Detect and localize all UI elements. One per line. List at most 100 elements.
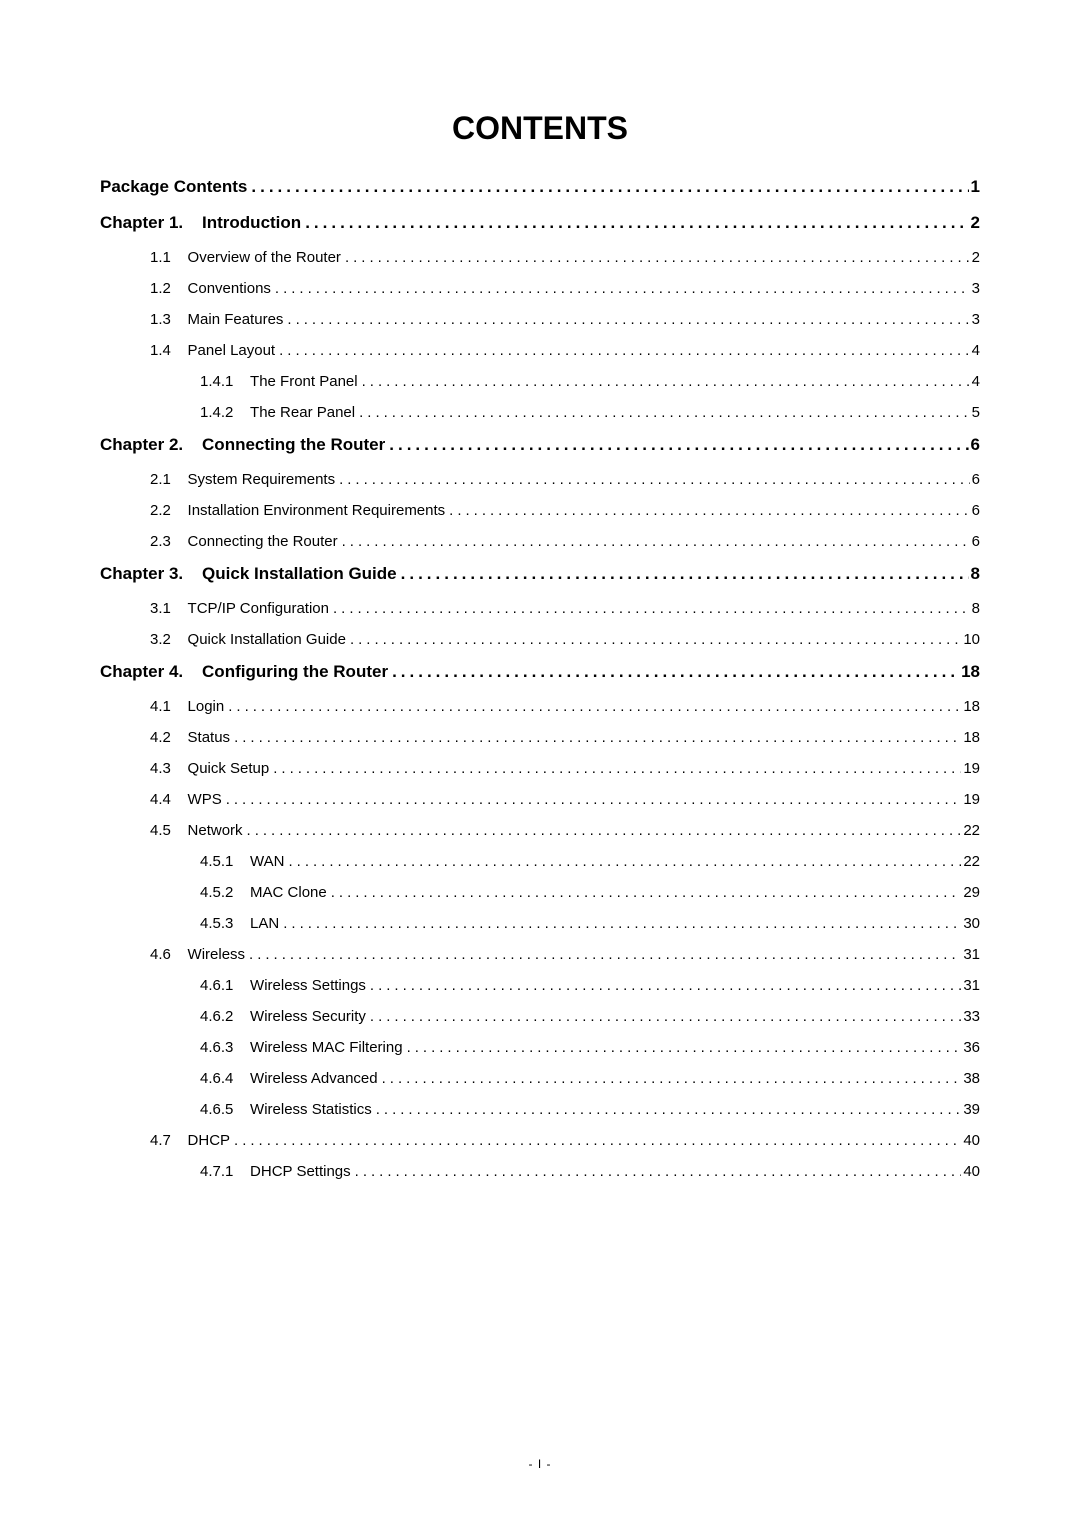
- toc-leader: ........................................…: [222, 791, 962, 808]
- toc-entry[interactable]: 4.5.3 LAN...............................…: [100, 915, 980, 932]
- toc-entry-number: 4.6.4: [200, 1070, 250, 1087]
- toc-leader: ........................................…: [279, 915, 961, 932]
- toc-entry[interactable]: 4.4 WPS.................................…: [100, 791, 980, 808]
- toc-leader: ........................................…: [341, 249, 970, 266]
- toc-entry[interactable]: 1.4.2 The Rear Panel....................…: [100, 404, 980, 421]
- toc-entry[interactable]: 1.3 Main Features.......................…: [100, 311, 980, 328]
- toc-entry-page: 30: [963, 915, 980, 932]
- toc-entry-label: Package Contents: [100, 177, 247, 197]
- toc-entry[interactable]: 2.2 Installation Environment Requirement…: [100, 502, 980, 519]
- toc-entry-number: 1.4.1: [200, 373, 250, 390]
- toc-entry-label: WAN: [250, 853, 284, 870]
- toc-entry-number: 4.6.1: [200, 977, 250, 994]
- toc-entry[interactable]: 4.5 Network.............................…: [100, 822, 980, 839]
- toc-entry-label: Wireless Advanced: [250, 1070, 378, 1087]
- toc-entry-number: 4.1: [150, 698, 188, 715]
- toc-entry-page: 36: [963, 1039, 980, 1056]
- toc-entry[interactable]: 2.1 System Requirements.................…: [100, 471, 980, 488]
- toc-leader: ........................................…: [366, 977, 961, 994]
- toc-entry-number: 2.1: [150, 471, 188, 488]
- toc-entry-page: 3: [972, 311, 980, 328]
- toc-entry-page: 38: [963, 1070, 980, 1087]
- toc-entry-number: 1.2: [150, 280, 188, 297]
- toc-leader: ........................................…: [271, 280, 970, 297]
- toc-entry-number: 4.4: [150, 791, 188, 808]
- toc-entry[interactable]: 1.4 Panel Layout........................…: [100, 342, 980, 359]
- toc-entry-page: 8: [972, 600, 980, 617]
- toc-entry[interactable]: 4.5.1 WAN...............................…: [100, 853, 980, 870]
- toc-leader: ........................................…: [366, 1008, 961, 1025]
- toc-entry[interactable]: Chapter 4. Configuring the Router.......…: [100, 662, 980, 682]
- toc-entry-page: 22: [963, 822, 980, 839]
- toc-entry[interactable]: 4.3 Quick Setup.........................…: [100, 760, 980, 777]
- toc-leader: ........................................…: [283, 311, 969, 328]
- toc-entry-number: 3.2: [150, 631, 188, 648]
- toc-entry-page: 6: [971, 435, 980, 455]
- toc-entry-number: 2.2: [150, 502, 188, 519]
- toc-leader: ........................................…: [327, 884, 962, 901]
- toc-entry-label: Wireless Security: [250, 1008, 366, 1025]
- toc-entry[interactable]: 4.6.5 Wireless Statistics...............…: [100, 1101, 980, 1118]
- toc-entry[interactable]: 4.6.4 Wireless Advanced.................…: [100, 1070, 980, 1087]
- toc-entry[interactable]: 2.3 Connecting the Router...............…: [100, 533, 980, 550]
- toc-leader: ........................................…: [243, 822, 962, 839]
- toc-entry-page: 33: [963, 1008, 980, 1025]
- toc-leader: ........................................…: [230, 729, 961, 746]
- toc-entry-label: Connecting the Router: [188, 533, 338, 550]
- toc-entry-number: 4.5.2: [200, 884, 250, 901]
- toc-entry[interactable]: Chapter 3. Quick Installation Guide.....…: [100, 564, 980, 584]
- toc-entry-number: Chapter 4.: [100, 662, 202, 682]
- toc-entry-label: System Requirements: [188, 471, 336, 488]
- toc-leader: ........................................…: [275, 342, 970, 359]
- toc-entry[interactable]: 1.1 Overview of the Router..............…: [100, 249, 980, 266]
- toc-entry[interactable]: 4.6.1 Wireless Settings.................…: [100, 977, 980, 994]
- toc-entry[interactable]: 4.2 Status..............................…: [100, 729, 980, 746]
- page-title: CONTENTS: [100, 110, 980, 147]
- toc-entry-page: 6: [972, 502, 980, 519]
- toc-entry[interactable]: Package Contents........................…: [100, 177, 980, 197]
- toc-entry[interactable]: 4.6.2 Wireless Security.................…: [100, 1008, 980, 1025]
- toc-leader: ........................................…: [285, 853, 962, 870]
- toc-entry[interactable]: 4.7.1 DHCP Settings.....................…: [100, 1163, 980, 1180]
- toc-entry-page: 22: [963, 853, 980, 870]
- toc-entry-number: Chapter 3.: [100, 564, 202, 584]
- toc-leader: ........................................…: [351, 1163, 962, 1180]
- toc-entry-number: Chapter 1.: [100, 213, 202, 233]
- toc-entry-label: Main Features: [188, 311, 284, 328]
- toc-entry[interactable]: 4.5.2 MAC Clone.........................…: [100, 884, 980, 901]
- toc-entry-page: 18: [961, 662, 980, 682]
- toc-entry-label: Quick Setup: [188, 760, 270, 777]
- toc-entry[interactable]: 4.7 DHCP................................…: [100, 1132, 980, 1149]
- toc-entry-label: WPS: [188, 791, 222, 808]
- toc-entry[interactable]: 4.6 Wireless............................…: [100, 946, 980, 963]
- toc-entry-label: Connecting the Router: [202, 435, 385, 455]
- toc-entry[interactable]: 4.1 Login...............................…: [100, 698, 980, 715]
- toc-entry-label: Network: [188, 822, 243, 839]
- toc-entry[interactable]: 4.6.3 Wireless MAC Filtering............…: [100, 1039, 980, 1056]
- toc-leader: ........................................…: [335, 471, 970, 488]
- toc-entry-number: 4.5: [150, 822, 188, 839]
- toc-entry[interactable]: Chapter 1. Introduction.................…: [100, 213, 980, 233]
- toc-entry-page: 3: [972, 280, 980, 297]
- toc-entry-label: LAN: [250, 915, 279, 932]
- toc-leader: ........................................…: [355, 404, 970, 421]
- toc-entry[interactable]: Chapter 2. Connecting the Router........…: [100, 435, 980, 455]
- toc-entry-label: The Rear Panel: [250, 404, 355, 421]
- toc-leader: ........................................…: [224, 698, 961, 715]
- toc-entry-label: TCP/IP Configuration: [188, 600, 329, 617]
- toc-entry-page: 8: [971, 564, 980, 584]
- toc-entry-number: 1.4.2: [200, 404, 250, 421]
- toc-entry-page: 10: [963, 631, 980, 648]
- toc-entry-label: Status: [188, 729, 231, 746]
- toc-entry[interactable]: 3.2 Quick Installation Guide............…: [100, 631, 980, 648]
- toc-entry-label: The Front Panel: [250, 373, 358, 390]
- table-of-contents: Package Contents........................…: [100, 177, 980, 1180]
- toc-leader: ........................................…: [338, 533, 970, 550]
- toc-entry-page: 6: [972, 471, 980, 488]
- toc-entry-number: Chapter 2.: [100, 435, 202, 455]
- toc-entry[interactable]: 3.1 TCP/IP Configuration................…: [100, 600, 980, 617]
- toc-entry[interactable]: 1.4.1 The Front Panel...................…: [100, 373, 980, 390]
- toc-entry-page: 31: [963, 946, 980, 963]
- toc-entry[interactable]: 1.2 Conventions.........................…: [100, 280, 980, 297]
- toc-entry-page: 39: [963, 1101, 980, 1118]
